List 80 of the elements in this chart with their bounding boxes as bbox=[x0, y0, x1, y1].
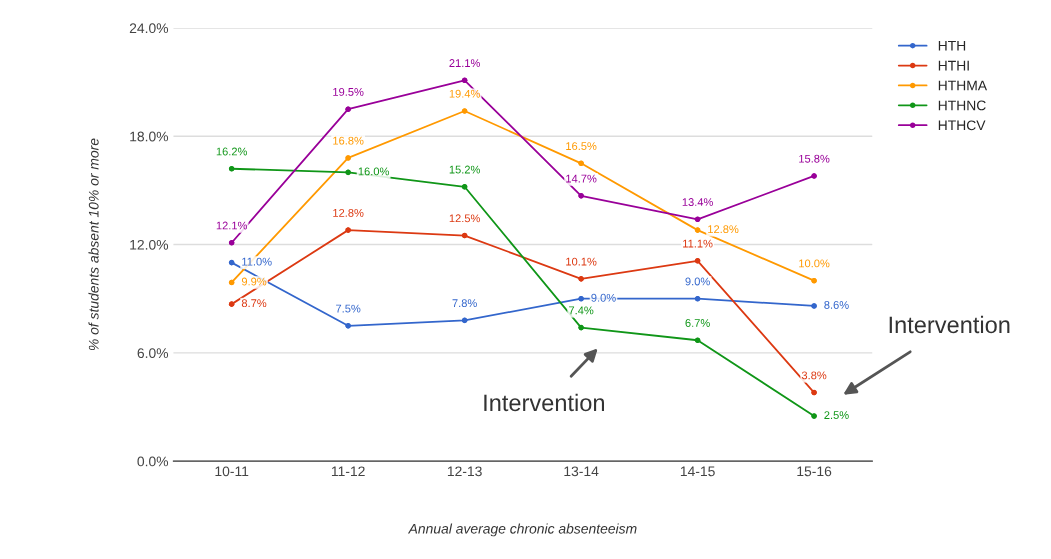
x-tick-label: 15-16 bbox=[797, 466, 832, 477]
data-label: 7.8% bbox=[452, 299, 477, 308]
data-label: 12.8% bbox=[708, 225, 739, 234]
y-tick-label: 0.0% bbox=[137, 456, 169, 467]
legend-label: HTHMA bbox=[938, 80, 988, 91]
x-tick-label: 14-15 bbox=[680, 466, 715, 477]
x-axis-title: Annual average chronic absenteeism bbox=[407, 523, 637, 537]
point bbox=[811, 277, 817, 284]
data-label: 16.5% bbox=[566, 142, 597, 151]
data-label: 2.5% bbox=[824, 411, 849, 420]
text: Intervention bbox=[889, 315, 1010, 334]
point bbox=[228, 165, 235, 172]
point bbox=[694, 337, 701, 344]
data-label: 21.1% bbox=[449, 59, 480, 67]
data-label: 15.8% bbox=[799, 154, 830, 163]
data-label: 9.9% bbox=[241, 277, 267, 286]
data-label: 9.0% bbox=[591, 293, 616, 302]
point bbox=[228, 301, 235, 307]
data-label: 7.4% bbox=[569, 306, 594, 315]
point bbox=[811, 413, 817, 419]
y-axis-title: % of students absent 10% or more bbox=[88, 138, 99, 351]
point bbox=[228, 259, 235, 266]
point bbox=[811, 303, 817, 309]
point bbox=[345, 227, 351, 233]
data-label: 19.4% bbox=[449, 89, 480, 98]
data-label: 6.7% bbox=[685, 319, 710, 327]
x-tick-label: 10-11 bbox=[215, 466, 249, 477]
y-tick-label: 24.0% bbox=[129, 23, 169, 34]
point bbox=[811, 173, 817, 179]
point bbox=[578, 324, 584, 331]
data-label: 10.1% bbox=[566, 257, 597, 266]
data-label: 10.0% bbox=[799, 259, 830, 268]
data-label: 9.0% bbox=[685, 277, 710, 286]
data-label: 12.8% bbox=[333, 208, 364, 217]
legend-label: HTHCV bbox=[938, 120, 986, 131]
point bbox=[461, 77, 468, 84]
point bbox=[345, 155, 351, 161]
data-label: 12.1% bbox=[216, 221, 248, 230]
data-label: 3.8% bbox=[801, 371, 827, 380]
data-label: 11.0% bbox=[242, 257, 272, 266]
x-tick-label: 11-12 bbox=[331, 466, 365, 477]
data-label: 16.0% bbox=[358, 167, 389, 176]
point bbox=[694, 295, 701, 302]
point bbox=[461, 232, 468, 239]
y-tick-label: 18.0% bbox=[130, 131, 169, 142]
point bbox=[345, 323, 351, 329]
legend-label: HTHNC bbox=[938, 100, 986, 111]
point bbox=[578, 193, 584, 199]
data-label: 8.6% bbox=[824, 301, 849, 309]
data-label: 16.8% bbox=[333, 136, 364, 145]
x-tick-label: 12-13 bbox=[447, 466, 482, 477]
data-label: 12.5% bbox=[449, 214, 480, 223]
point bbox=[461, 317, 468, 324]
point bbox=[578, 160, 584, 167]
data-label: 15.2% bbox=[449, 165, 480, 174]
data-label: 19.5% bbox=[333, 88, 364, 96]
legend-label: HTHI bbox=[938, 60, 969, 71]
x-tick-label: 13-14 bbox=[564, 466, 599, 477]
annotation: Intervention bbox=[484, 393, 604, 412]
point bbox=[694, 216, 701, 223]
data-label: 13.4% bbox=[682, 198, 713, 206]
point bbox=[345, 106, 351, 112]
y-tick-label: 12.0% bbox=[130, 239, 169, 250]
point bbox=[228, 279, 235, 286]
point bbox=[461, 184, 468, 190]
point bbox=[345, 169, 351, 176]
point bbox=[228, 239, 235, 246]
point bbox=[461, 108, 468, 114]
data-label: 14.7% bbox=[566, 174, 597, 183]
data-label: 16.2% bbox=[216, 147, 248, 156]
data-label: 7.5% bbox=[336, 304, 361, 313]
point bbox=[811, 389, 817, 396]
point bbox=[694, 227, 701, 233]
y-tick-label: 6.0% bbox=[137, 348, 169, 359]
legend-label: HTH bbox=[938, 40, 966, 51]
point bbox=[578, 295, 584, 302]
data-label: 8.7% bbox=[241, 299, 267, 308]
point bbox=[694, 258, 701, 264]
data-label: 11.1% bbox=[683, 239, 713, 248]
point bbox=[578, 276, 584, 282]
